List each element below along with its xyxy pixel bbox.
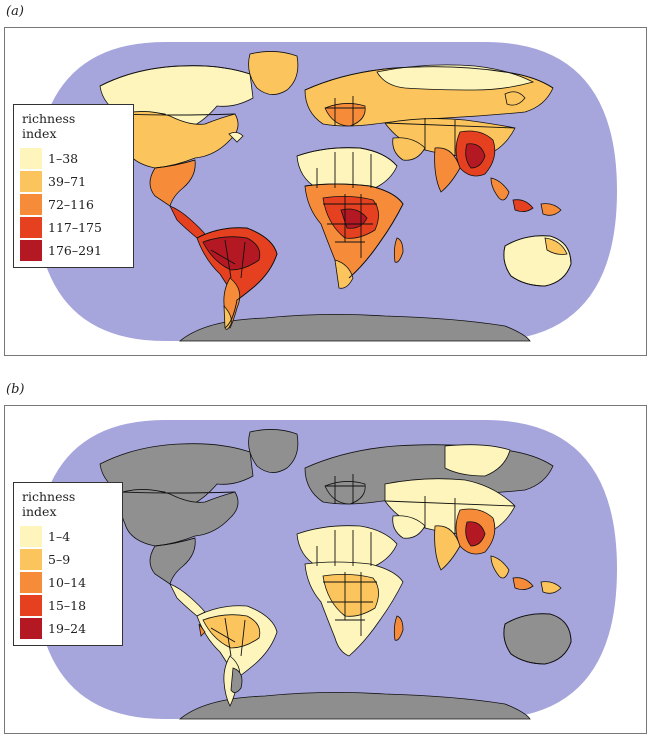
- legend-item: 5–9: [20, 548, 114, 570]
- legend-swatch: [20, 594, 42, 616]
- legend-title-line2: index: [22, 126, 57, 141]
- legend-title-line2: index: [22, 504, 57, 519]
- legend-swatch: [20, 147, 42, 169]
- panel-b-world-map: [35, 420, 617, 720]
- legend-item: 1–4: [20, 525, 114, 547]
- legend-item: 176–291: [20, 239, 125, 261]
- legend-title-line1: richness: [22, 111, 76, 126]
- legend-swatch: [20, 239, 42, 261]
- panel-a-legend: richness index 1–38 39–71 72–116 117–175…: [13, 104, 134, 268]
- legend-label: 5–9: [48, 551, 71, 567]
- legend-label: 39–71: [48, 173, 87, 189]
- legend-label: 72–116: [48, 196, 95, 212]
- country-borders: [122, 474, 572, 665]
- legend-label: 176–291: [48, 242, 102, 258]
- legend-label: 10–14: [48, 574, 87, 590]
- legend-item: 72–116: [20, 193, 125, 215]
- legend-item: 39–71: [20, 170, 125, 192]
- legend-item: 19–24: [20, 617, 114, 639]
- panel-b-map-frame: richness index 1–4 5–9 10–14 15–18 19–24: [4, 405, 647, 734]
- south-america: [196, 605, 278, 707]
- eurasia: [304, 64, 562, 216]
- legend-swatch: [20, 216, 42, 238]
- legend-item: 10–14: [20, 571, 114, 593]
- legend-label: 1–38: [48, 150, 79, 166]
- north-america: [99, 429, 299, 617]
- legend-title-line1: richness: [22, 489, 76, 504]
- panel-b-legend: richness index 1–4 5–9 10–14 15–18 19–24: [13, 482, 123, 646]
- africa: [296, 525, 404, 657]
- north-america: [99, 51, 299, 239]
- legend-swatch: [20, 571, 42, 593]
- country-borders: [99, 65, 572, 329]
- legend-label: 117–175: [48, 219, 102, 235]
- legend-item: 1–38: [20, 147, 125, 169]
- legend-swatch: [20, 170, 42, 192]
- antarctica: [178, 692, 531, 720]
- legend-swatch: [20, 193, 42, 215]
- legend-label: 15–18: [48, 597, 87, 613]
- panel-a-map-frame: richness index 1–38 39–71 72–116 117–175…: [4, 27, 647, 356]
- panel-a-world-map: [35, 42, 617, 342]
- australia: [503, 235, 572, 287]
- legend-swatch: [20, 525, 42, 547]
- legend-swatch: [20, 548, 42, 570]
- legend-swatch: [20, 617, 42, 639]
- antarctica: [178, 314, 531, 342]
- legend-label: 1–4: [48, 528, 71, 544]
- legend-item: 15–18: [20, 594, 114, 616]
- legend-label: 19–24: [48, 620, 87, 636]
- legend-item: 117–175: [20, 216, 125, 238]
- panel-a-label: (a): [6, 4, 24, 19]
- panel-b-label: (b): [6, 382, 25, 397]
